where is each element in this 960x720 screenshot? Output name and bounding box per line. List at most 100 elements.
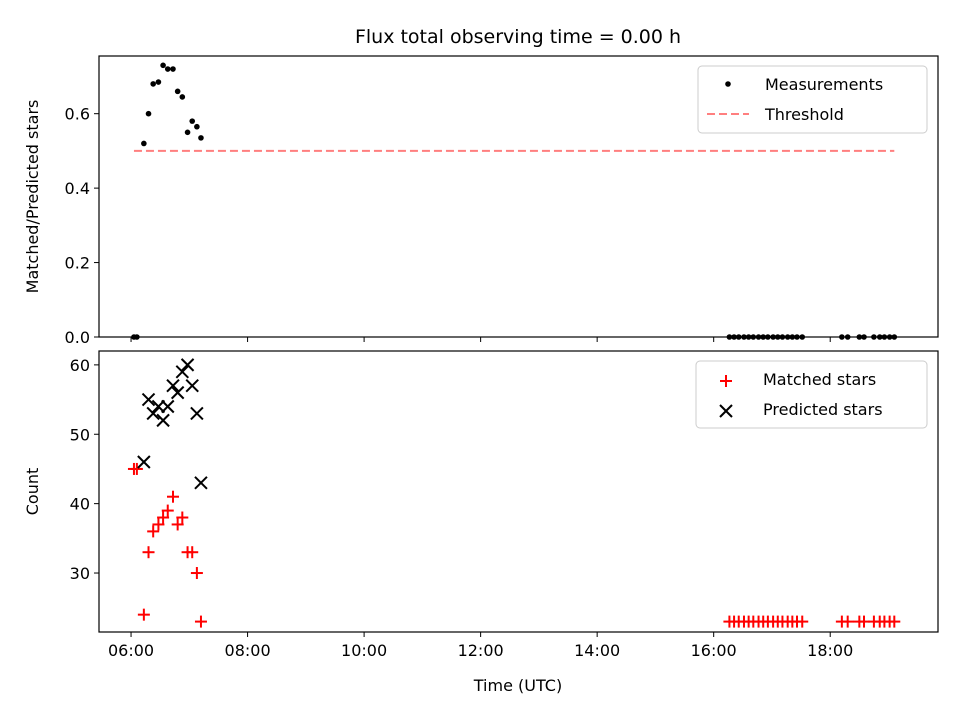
measurement-point [760, 334, 767, 340]
measurement-point [784, 334, 791, 340]
x-axis-label: Time (UTC) [473, 676, 562, 695]
y-tick-label: 0.0 [65, 328, 90, 347]
matched-stars-point [796, 615, 809, 628]
matched-stars-point [176, 511, 189, 524]
ratio-y-axis-label: Matched/Predicted stars [23, 100, 42, 294]
ratio-panel: 0.0 0.2 0.4 0.6 Matched/Predicted stars Mea… [23, 55, 939, 347]
legend-matched-swatch [720, 375, 732, 387]
measurement-point [134, 334, 140, 340]
measurement-point [799, 334, 806, 340]
matched-stars-point [157, 511, 170, 524]
measurement-point [755, 334, 762, 340]
measurement-point [741, 334, 747, 340]
measurement-point [871, 334, 877, 340]
predicted-stars-point [156, 413, 170, 428]
measurement-point [735, 334, 742, 340]
measurement-point [876, 334, 883, 340]
x-tick-label: 06:00 [108, 641, 154, 660]
predicted-stars-point [166, 378, 180, 393]
matched-stars-point [130, 462, 143, 475]
y-tick-label: 40 [70, 495, 90, 514]
measurement-point [774, 334, 781, 340]
matched-stars-point [161, 504, 174, 517]
matched-stars-point [841, 615, 854, 628]
ratio-axis-ticks: 0.0 0.2 0.4 0.6 [65, 105, 831, 347]
ratio-plot-marks [131, 62, 898, 340]
predicted-stars-point [175, 365, 190, 379]
y-tick-label: 0.2 [65, 254, 90, 273]
predicted-stars-point [141, 392, 156, 407]
count-axis-ticks: 06:00 08:00 10:00 12:00 14:00 16:00 18:00 30 40 5… [70, 356, 854, 660]
y-tick-label: 30 [70, 564, 90, 583]
measurement-point [861, 334, 867, 340]
predicted-stars-point [146, 406, 160, 421]
matched-stars-point [186, 546, 199, 559]
measurement-point [765, 334, 771, 340]
predicted-stars-point [194, 476, 208, 490]
count-legend: Matched stars Predicted stars [695, 360, 928, 429]
y-tick-label: 50 [70, 425, 90, 444]
matched-stars-point [194, 615, 207, 628]
measurement-point [891, 334, 898, 340]
count-plot-marks [127, 358, 901, 628]
x-tick-label: 16:00 [691, 641, 737, 660]
measurement-point [141, 140, 147, 147]
legend-measurements-swatch [725, 81, 731, 87]
measurement-point [779, 334, 786, 340]
x-tick-label: 18:00 [807, 641, 853, 660]
predicted-stars-point [190, 406, 204, 421]
measurement-point [839, 334, 845, 340]
measurement-point [194, 123, 200, 130]
predicted-stars-point [180, 358, 195, 372]
measurement-point [750, 334, 757, 340]
matched-stars-point [142, 546, 155, 559]
measurement-point [844, 334, 851, 340]
measurement-point [155, 79, 162, 85]
predicted-stars-point [185, 378, 199, 393]
measurement-point [184, 129, 191, 136]
measurement-point [170, 66, 176, 72]
measurement-point [726, 334, 733, 340]
measurement-point [189, 118, 196, 124]
measurement-point [198, 135, 204, 141]
y-tick-label: 0.6 [65, 105, 90, 124]
matched-stars-point [137, 608, 150, 621]
matched-stars-point [147, 525, 160, 538]
matched-stars-point [152, 518, 165, 531]
measurement-point [794, 334, 800, 340]
measurement-point [881, 334, 888, 340]
measurement-point [160, 62, 166, 69]
x-tick-label: 14:00 [574, 641, 620, 660]
measurement-point [731, 334, 737, 340]
legend-measurements-label: Measurements [765, 75, 883, 94]
y-tick-label: 60 [70, 356, 90, 375]
measurement-point [886, 334, 893, 340]
legend-predicted-swatch [719, 404, 733, 418]
measurement-point [745, 334, 752, 340]
count-y-axis-label: Count [23, 468, 42, 516]
predicted-stars-point [161, 399, 175, 414]
legend-threshold-label: Threshold [764, 105, 844, 124]
matched-stars-point [166, 490, 179, 503]
x-tick-label: 08:00 [225, 641, 271, 660]
count-legend-box [695, 360, 928, 429]
measurement-point [856, 334, 863, 340]
matched-stars-point [171, 518, 184, 531]
matched-stars-point [190, 567, 203, 580]
count-panel: 06:00 08:00 10:00 12:00 14:00 16:00 18:00 30 40 5… [23, 350, 939, 660]
measurement-point [145, 110, 152, 117]
measurement-point [179, 94, 186, 100]
predicted-stars-point [170, 385, 185, 400]
x-tick-label: 10:00 [341, 641, 387, 660]
measurement-point [164, 66, 171, 72]
x-tick-label: 12:00 [458, 641, 504, 660]
matched-stars-point [888, 615, 901, 628]
measurement-point [174, 88, 181, 95]
measurement-point [150, 81, 156, 87]
legend-matched-label: Matched stars [763, 370, 876, 389]
ratio-legend: Measurements Threshold [697, 65, 928, 134]
measurement-point [789, 334, 796, 340]
measurement-point [770, 334, 776, 340]
legend-predicted-label: Predicted stars [763, 400, 883, 419]
